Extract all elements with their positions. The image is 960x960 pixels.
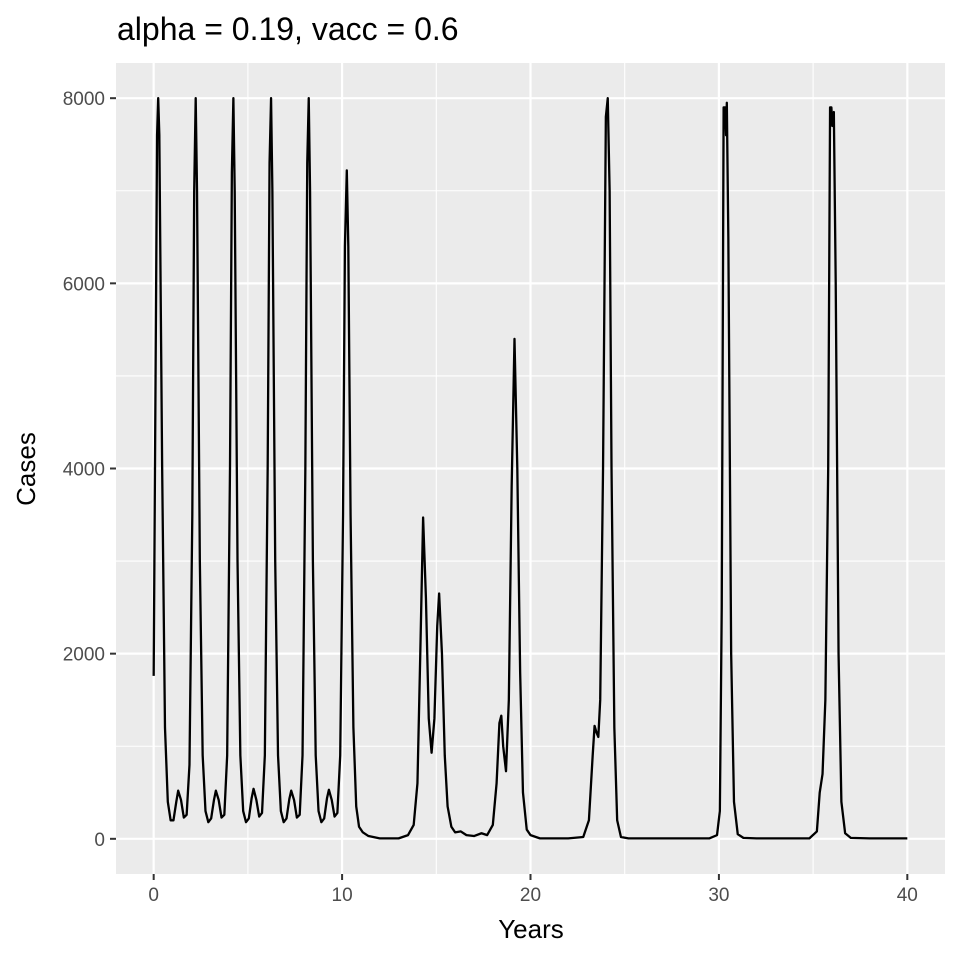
- x-tick-label: 30: [708, 885, 729, 906]
- x-tick-label: 40: [897, 885, 918, 906]
- y-tick-label: 8000: [63, 89, 105, 110]
- major-gridlines: [116, 63, 945, 874]
- series-line: [152, 97, 908, 840]
- x-tick-label: 10: [332, 885, 353, 906]
- x-axis-title: Years: [498, 914, 564, 944]
- chart-title: alpha = 0.19, vacc = 0.6: [117, 11, 459, 47]
- y-tick-label: 2000: [63, 645, 105, 666]
- y-tick-label: 6000: [63, 274, 105, 295]
- x-axis: 0 10 20 30 40: [148, 874, 918, 906]
- y-tick-label: 4000: [63, 460, 105, 481]
- y-axis: 0 2000 4000 6000 8000: [63, 89, 116, 851]
- x-tick-label: 0: [148, 885, 159, 906]
- y-tick-label: 0: [94, 830, 105, 851]
- y-axis-title: Cases: [11, 432, 41, 506]
- x-tick-label: 20: [520, 885, 541, 906]
